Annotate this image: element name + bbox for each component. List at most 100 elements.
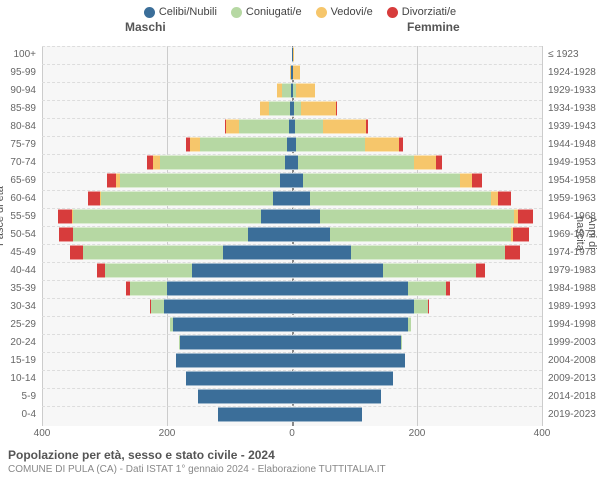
pyramid-row <box>42 334 542 351</box>
age-label: 25-29 <box>0 316 38 333</box>
bar-femmine <box>292 137 403 152</box>
segment-v <box>365 137 399 152</box>
pyramid-row <box>42 388 542 405</box>
bar-femmine <box>292 335 402 350</box>
legend-item: Vedovi/e <box>316 6 373 18</box>
bar-femmine <box>292 83 315 98</box>
segment-g <box>105 263 193 278</box>
birth-year-label: 1994-1998 <box>546 316 600 333</box>
segment-c <box>192 263 292 278</box>
legend-item: Divorziati/e <box>387 6 456 18</box>
bar-maschi <box>186 371 292 386</box>
segment-g <box>351 245 504 260</box>
legend-item: Celibi/Nubili <box>144 6 217 18</box>
age-label: 65-69 <box>0 172 38 189</box>
age-label: 35-39 <box>0 280 38 297</box>
legend: Celibi/NubiliConiugati/eVedovi/eDivorzia… <box>0 0 600 20</box>
x-tick: 400 <box>534 428 551 439</box>
segment-g <box>160 155 285 170</box>
segment-d <box>436 155 442 170</box>
segment-c <box>292 191 310 206</box>
birth-year-label: 1924-1928 <box>546 64 600 81</box>
segment-c <box>292 245 351 260</box>
bar-maschi <box>198 389 292 404</box>
segment-g <box>101 191 273 206</box>
bar-maschi <box>186 137 292 152</box>
segment-d <box>513 227 529 242</box>
segment-g <box>401 335 402 350</box>
bar-femmine <box>292 191 511 206</box>
bar-maschi <box>97 263 292 278</box>
legend-swatch <box>231 7 242 18</box>
bar-maschi <box>179 335 292 350</box>
bar-maschi <box>260 101 293 116</box>
segment-c <box>292 335 401 350</box>
segment-g <box>120 173 279 188</box>
pyramid-row <box>42 316 542 333</box>
bar-femmine <box>292 299 429 314</box>
birth-year-label: 2014-2018 <box>546 388 600 405</box>
segment-v <box>460 173 473 188</box>
birth-year-label: 1959-1963 <box>546 190 600 207</box>
pyramid-row <box>42 118 542 135</box>
segment-d <box>472 173 482 188</box>
segment-v <box>414 155 436 170</box>
age-label: 90-94 <box>0 82 38 99</box>
x-tick: 400 <box>34 428 51 439</box>
segment-d <box>498 191 511 206</box>
segment-d <box>88 191 99 206</box>
bar-maschi <box>59 227 292 242</box>
segment-c <box>292 389 381 404</box>
age-label: 10-14 <box>0 370 38 387</box>
segment-g <box>73 209 261 224</box>
birth-year-label: 1949-1953 <box>546 154 600 171</box>
age-label: 50-54 <box>0 226 38 243</box>
segment-v <box>323 119 367 134</box>
age-label: 60-64 <box>0 190 38 207</box>
segment-v <box>293 47 294 62</box>
bar-maschi <box>70 245 292 260</box>
bar-maschi <box>170 317 292 332</box>
segment-g <box>310 191 491 206</box>
segment-d <box>58 209 72 224</box>
segment-v <box>296 83 315 98</box>
legend-label: Vedovi/e <box>331 6 373 18</box>
segment-c <box>180 335 293 350</box>
segment-v <box>226 119 239 134</box>
birth-year-label: 1944-1948 <box>546 136 600 153</box>
pyramid-row <box>42 262 542 279</box>
segment-c <box>167 281 292 296</box>
age-label: 80-84 <box>0 118 38 135</box>
pyramid-row <box>42 64 542 81</box>
segment-c <box>292 407 362 422</box>
segment-d <box>446 281 450 296</box>
bar-femmine <box>292 119 368 134</box>
pyramid-row <box>42 100 542 117</box>
x-tick: 0 <box>289 428 295 439</box>
pyramid-row <box>42 82 542 99</box>
segment-g <box>320 209 514 224</box>
segment-c <box>292 227 330 242</box>
legend-label: Divorziati/e <box>402 6 456 18</box>
age-label: 15-19 <box>0 352 38 369</box>
segment-c <box>292 317 408 332</box>
bar-femmine <box>292 209 533 224</box>
pyramid-row <box>42 190 542 207</box>
age-label: 5-9 <box>0 388 38 405</box>
bar-femmine <box>292 227 529 242</box>
bar-maschi <box>218 407 292 422</box>
birth-year-label: 1989-1993 <box>546 298 600 315</box>
bar-femmine <box>292 101 336 116</box>
bar-femmine <box>292 371 393 386</box>
birth-year-label: 1929-1933 <box>546 82 600 99</box>
segment-c <box>198 389 292 404</box>
segment-g <box>408 317 412 332</box>
bar-femmine <box>292 317 411 332</box>
segment-d <box>97 263 105 278</box>
plot <box>42 46 542 426</box>
pyramid-row <box>42 208 542 225</box>
bar-femmine <box>292 263 485 278</box>
segment-g <box>269 101 290 116</box>
segment-d <box>428 299 429 314</box>
segment-c <box>292 299 414 314</box>
